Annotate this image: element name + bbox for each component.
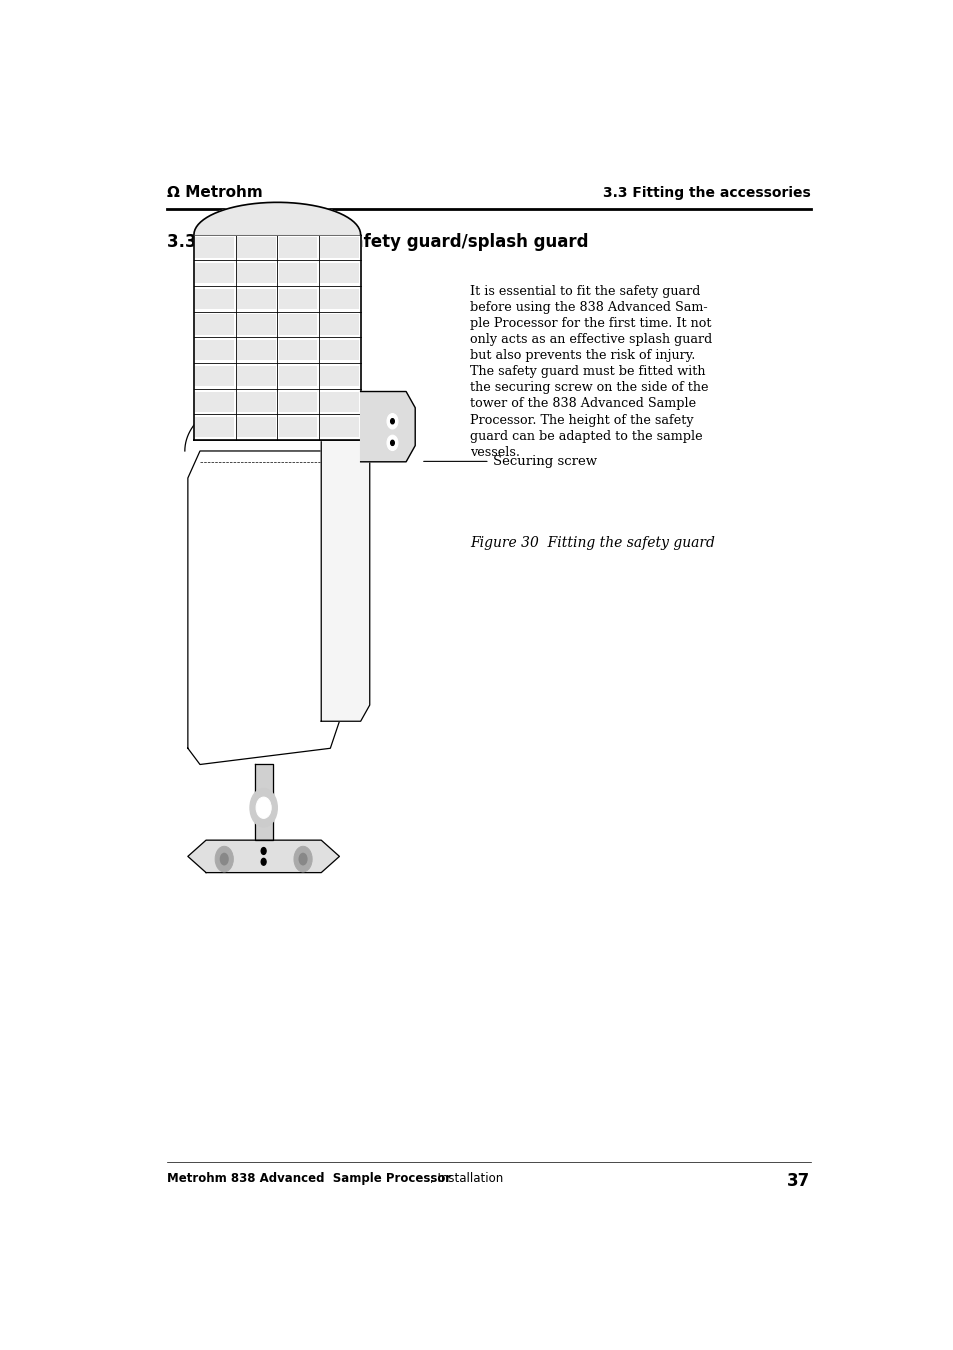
Bar <box>278 238 317 258</box>
Circle shape <box>294 846 312 872</box>
Text: the securing screw on the side of the: the securing screw on the side of the <box>470 381 708 394</box>
Bar <box>320 417 358 437</box>
Polygon shape <box>193 235 360 440</box>
Bar <box>320 392 358 412</box>
Text: 3.3 Fitting the accessories: 3.3 Fitting the accessories <box>602 186 810 200</box>
Text: Processor. The height of the safety: Processor. The height of the safety <box>470 413 694 427</box>
Bar <box>320 238 358 258</box>
Bar <box>278 340 317 360</box>
Bar <box>237 340 275 360</box>
Circle shape <box>390 440 394 446</box>
Bar <box>320 289 358 309</box>
Circle shape <box>387 435 397 451</box>
Circle shape <box>219 853 229 865</box>
Polygon shape <box>193 202 360 235</box>
Bar <box>195 289 233 309</box>
Bar <box>320 315 358 335</box>
Bar <box>320 263 358 284</box>
Bar <box>237 392 275 412</box>
Bar <box>320 340 358 360</box>
Polygon shape <box>321 424 370 721</box>
Bar <box>278 315 317 335</box>
Bar <box>237 315 275 335</box>
Circle shape <box>220 510 228 521</box>
Circle shape <box>274 472 282 483</box>
Polygon shape <box>360 392 415 462</box>
Polygon shape <box>188 840 339 872</box>
Text: vessels.: vessels. <box>470 446 520 459</box>
Bar <box>195 366 233 386</box>
Bar <box>237 417 275 437</box>
Polygon shape <box>188 451 339 764</box>
Text: guard can be adapted to the sample: guard can be adapted to the sample <box>470 429 702 443</box>
Bar <box>195 417 233 437</box>
Bar <box>278 289 317 309</box>
Circle shape <box>261 859 266 865</box>
Bar <box>278 366 317 386</box>
Bar <box>320 366 358 386</box>
Circle shape <box>255 796 271 818</box>
Circle shape <box>274 510 282 521</box>
Bar <box>195 340 233 360</box>
Circle shape <box>220 472 228 483</box>
Text: Ω Metrohm: Ω Metrohm <box>167 185 263 200</box>
Text: It is essential to fit the safety guard: It is essential to fit the safety guard <box>470 285 700 297</box>
Circle shape <box>261 848 266 855</box>
Circle shape <box>390 418 394 424</box>
Bar <box>195 315 233 335</box>
Bar <box>278 392 317 412</box>
Text: before using the 838 Advanced Sam-: before using the 838 Advanced Sam- <box>470 301 707 313</box>
Text: The safety guard must be fitted with: The safety guard must be fitted with <box>470 366 705 378</box>
Polygon shape <box>254 764 273 840</box>
Bar <box>237 238 275 258</box>
Text: tower of the 838 Advanced Sample: tower of the 838 Advanced Sample <box>470 397 696 410</box>
Text: , Installation: , Installation <box>429 1172 502 1185</box>
Bar <box>237 366 275 386</box>
Bar <box>195 392 233 412</box>
Text: Securing screw: Securing screw <box>423 455 597 468</box>
Text: only acts as an effective splash guard: only acts as an effective splash guard <box>470 333 712 346</box>
Text: Figure 30  Fitting the safety guard: Figure 30 Fitting the safety guard <box>470 536 715 551</box>
Circle shape <box>298 853 307 865</box>
Text: but also prevents the risk of injury.: but also prevents the risk of injury. <box>470 350 695 362</box>
Bar <box>278 263 317 284</box>
Bar <box>278 417 317 437</box>
Bar <box>195 263 233 284</box>
Text: Metrohm 838 Advanced  Sample Processor: Metrohm 838 Advanced Sample Processor <box>167 1172 451 1185</box>
Circle shape <box>215 846 233 872</box>
Bar <box>195 238 233 258</box>
Bar <box>237 263 275 284</box>
Circle shape <box>387 413 397 429</box>
Polygon shape <box>185 397 333 451</box>
Bar <box>237 289 275 309</box>
Text: 37: 37 <box>786 1172 810 1191</box>
Text: 3.3.19  Fitting the safety guard/splash guard: 3.3.19 Fitting the safety guard/splash g… <box>167 232 588 251</box>
Circle shape <box>250 788 277 828</box>
Text: ple Processor for the first time. It not: ple Processor for the first time. It not <box>470 317 711 329</box>
